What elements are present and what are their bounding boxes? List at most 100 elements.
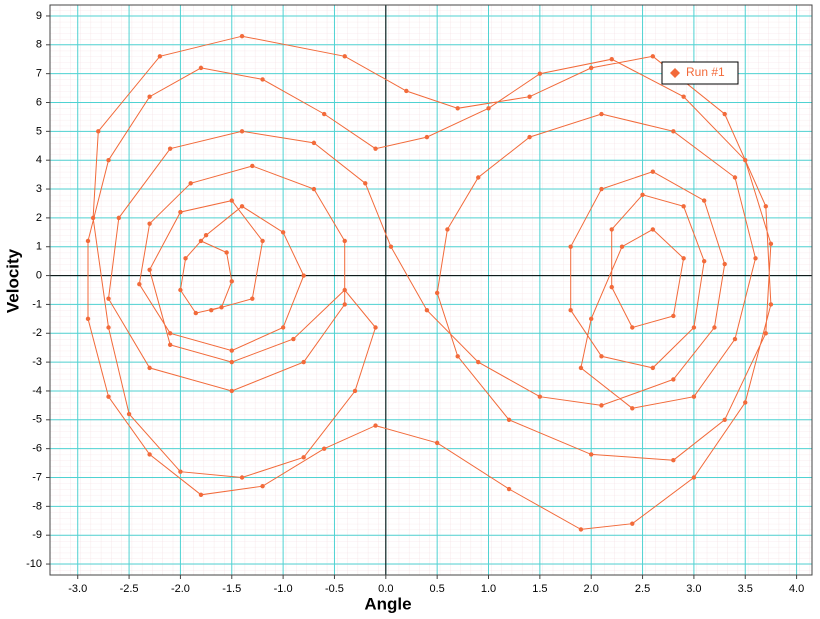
x-tick-label: 4.0 <box>789 583 804 595</box>
x-tick-label: -3.0 <box>68 583 87 595</box>
x-tick-label: 1.5 <box>532 583 547 595</box>
x-tick-label: 1.0 <box>481 583 496 595</box>
data-point <box>599 111 604 117</box>
data-point <box>96 129 101 134</box>
data-point <box>167 331 173 336</box>
x-tick-label: 0.5 <box>430 583 445 595</box>
y-tick-label: 3 <box>36 183 42 195</box>
data-point <box>599 403 604 408</box>
data-point <box>311 140 317 146</box>
data-point <box>219 305 224 310</box>
data-point <box>301 273 306 278</box>
data-point <box>445 227 450 232</box>
data-point <box>239 475 245 480</box>
data-point <box>640 192 645 198</box>
y-tick-label: 8 <box>36 39 42 51</box>
data-point <box>404 88 409 94</box>
data-point <box>106 325 111 330</box>
x-axis-title: Angle <box>364 594 411 613</box>
data-point <box>434 290 440 296</box>
data-point <box>671 377 676 382</box>
x-tick-label: 3.5 <box>738 583 753 595</box>
data-point <box>373 423 378 428</box>
y-tick-label: 9 <box>36 10 42 22</box>
data-point <box>373 146 378 151</box>
x-tick-label: -2.5 <box>120 583 139 595</box>
data-point <box>768 302 774 307</box>
x-tick-label: 0.0 <box>378 583 393 595</box>
y-tick-label: -1 <box>32 298 42 310</box>
data-point <box>476 359 481 365</box>
data-point <box>630 521 635 526</box>
data-point <box>147 94 152 99</box>
y-tick-label: -7 <box>32 471 42 483</box>
y-tick-label: 1 <box>36 241 42 253</box>
data-point <box>198 238 204 244</box>
data-point <box>434 440 440 446</box>
data-point <box>198 492 204 498</box>
data-point <box>167 342 173 348</box>
data-point <box>768 241 774 247</box>
y-tick-label: -8 <box>32 500 42 512</box>
plot-border <box>49 4 813 576</box>
legend-label: Run #1 <box>686 65 725 79</box>
data-point <box>147 452 152 457</box>
data-point <box>229 359 234 365</box>
data-point <box>116 215 122 221</box>
data-point <box>599 186 604 192</box>
data-point <box>630 325 635 330</box>
data-point <box>280 230 286 235</box>
data-point <box>763 204 768 209</box>
data-point <box>681 94 686 99</box>
x-tick-label: -2.0 <box>171 583 190 595</box>
data-point <box>178 469 183 474</box>
ticks: -3.0 -2.5 -2.0 -1.5 -1.0 -0.5 0.0 0.5 1.0 1.5 2.0 2… <box>26 10 804 595</box>
y-tick-label: -4 <box>32 385 42 397</box>
data-point <box>599 354 604 359</box>
data-point <box>260 238 265 244</box>
data-point <box>568 307 573 313</box>
series-line <box>87 35 772 530</box>
data-point <box>167 146 173 151</box>
x-tick-label: -1.0 <box>274 583 293 595</box>
data-point <box>722 261 727 267</box>
data-point <box>732 336 738 342</box>
data-point <box>619 244 625 249</box>
y-tick-label: 2 <box>36 212 42 224</box>
data-point <box>650 169 656 174</box>
minor-grid <box>50 5 812 575</box>
data-point <box>260 77 265 82</box>
data-point <box>763 331 768 336</box>
data-point <box>188 181 193 186</box>
y-tick-label: -5 <box>32 414 42 426</box>
y-tick-label: -9 <box>32 529 42 541</box>
x-tick-label: -1.5 <box>222 583 241 595</box>
data-point <box>250 296 255 301</box>
y-tick-label: -2 <box>32 327 42 339</box>
data-point <box>106 296 111 301</box>
data-point <box>589 452 594 457</box>
data-point <box>671 129 676 134</box>
data-point <box>342 54 347 59</box>
data-point <box>178 209 183 215</box>
data-point <box>106 394 111 399</box>
data-point <box>203 232 209 238</box>
data-point <box>157 54 163 59</box>
data-point <box>260 483 265 489</box>
data-point <box>229 348 234 353</box>
data-point <box>193 310 199 316</box>
y-axis-title: Velocity <box>3 248 22 313</box>
data-point <box>691 325 697 330</box>
data-point <box>229 198 234 203</box>
y-tick-label: -6 <box>32 443 42 455</box>
data-point <box>250 163 255 169</box>
data-point <box>701 258 707 264</box>
data-point <box>137 282 142 287</box>
data-point <box>609 227 614 232</box>
data-point <box>239 33 245 39</box>
data-point <box>476 175 481 180</box>
data-point <box>147 221 152 226</box>
data-point <box>506 417 512 423</box>
y-tick-label: -10 <box>26 558 42 570</box>
data-point <box>537 394 543 399</box>
